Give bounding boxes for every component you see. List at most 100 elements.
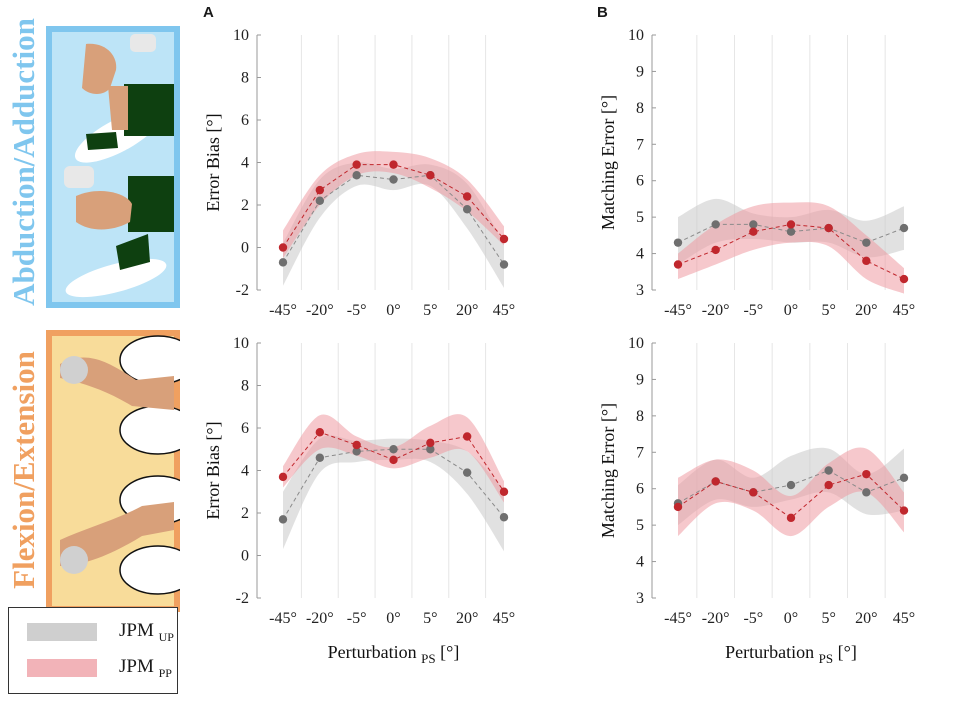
point-up	[278, 258, 288, 267]
y-tick-label: 7	[636, 444, 644, 461]
y-axis-title: Matching Error [°]	[598, 403, 618, 538]
point-up	[462, 205, 472, 214]
point-up	[389, 175, 398, 184]
x-tick-label: 45°	[493, 610, 515, 627]
x-tick-label: 20°	[855, 610, 877, 627]
point-pp	[462, 432, 472, 441]
point-pp	[899, 274, 909, 284]
point-pp	[315, 428, 325, 437]
x-tick-label: 20°	[456, 610, 478, 627]
x-axis-title: Perturbation PS [°]	[328, 642, 460, 666]
point-up	[786, 480, 796, 490]
point-pp	[786, 513, 796, 523]
y-tick-label: 6	[636, 481, 644, 498]
point-pp	[862, 256, 871, 266]
y-tick-label: 6	[241, 112, 249, 129]
panel-label-a: A	[203, 4, 214, 21]
legend-swatch-up	[27, 623, 97, 641]
point-pp	[711, 245, 720, 255]
x-tick-label: -20°	[702, 610, 730, 627]
point-pp	[278, 243, 288, 252]
point-pp	[749, 227, 758, 236]
point-pp	[673, 502, 683, 512]
x-tick-label: 0°	[784, 302, 798, 319]
chart-B-top: 3 4 5 6 7 8 9 10 -45° -20° -5° 0° 5° 20° 45° Matching E…	[598, 27, 915, 319]
point-up	[426, 445, 435, 454]
x-tick-label: -20°	[702, 302, 730, 319]
point-pp	[824, 480, 833, 490]
y-tick-label: 9	[636, 371, 644, 388]
y-tick-label: 6	[241, 420, 249, 437]
point-pp	[315, 185, 325, 195]
y-tick-label: 2	[241, 505, 249, 522]
y-axis-title: Matching Error [°]	[598, 95, 618, 230]
point-pp	[749, 488, 758, 497]
y-tick-label: 10	[628, 27, 644, 44]
band-pp	[678, 447, 904, 537]
point-up	[389, 445, 398, 454]
point-pp	[352, 440, 361, 450]
legend: JPM UP JPM PP	[8, 607, 178, 694]
point-up	[899, 223, 909, 233]
y-tick-label: 3	[636, 590, 644, 607]
chart-B-bottom: 3 4 5 6 7 8 9 10 -45° -20° -5° 0° 5° 20° 45° Matching E…	[598, 335, 915, 666]
point-pp	[499, 234, 509, 244]
point-pp	[426, 438, 435, 448]
point-pp	[426, 171, 435, 180]
point-up	[352, 171, 361, 180]
legend-label-up: JPM UP	[119, 620, 174, 644]
point-pp	[786, 220, 796, 229]
y-tick-label: 10	[628, 335, 644, 352]
x-tick-label: -45°	[664, 302, 692, 319]
legend-swatch-pp	[27, 659, 97, 677]
x-tick-label: 0°	[386, 610, 400, 627]
y-tick-label: 2	[241, 197, 249, 214]
y-tick-label: 4	[241, 463, 249, 480]
band-pp	[283, 151, 504, 259]
band-pp	[678, 202, 904, 294]
x-tick-label: 0°	[386, 302, 400, 319]
x-tick-label: -45°	[664, 610, 692, 627]
point-pp	[824, 223, 833, 233]
y-tick-label: 0	[241, 240, 249, 257]
x-tick-label: 20°	[855, 302, 877, 319]
x-tick-label: 5°	[821, 610, 835, 627]
point-up	[673, 238, 683, 247]
x-tick-label: -5°	[347, 302, 367, 319]
y-tick-label: 8	[241, 70, 249, 87]
point-up	[462, 468, 472, 477]
point-pp	[352, 160, 361, 169]
y-axis-title: Error Bias [°]	[203, 421, 223, 519]
x-tick-label: -45°	[269, 610, 297, 627]
x-tick-label: 5°	[821, 302, 835, 319]
y-tick-label: 8	[636, 408, 644, 425]
abduction-illustration	[46, 26, 180, 308]
x-tick-label: 45°	[893, 610, 915, 627]
x-tick-label: 0°	[784, 610, 798, 627]
point-up	[278, 515, 288, 524]
x-tick-label: -20°	[306, 302, 334, 319]
x-tick-label: 45°	[493, 302, 515, 319]
x-tick-label: -5°	[743, 302, 763, 319]
y-tick-label: 8	[636, 100, 644, 117]
point-pp	[389, 160, 398, 169]
y-tick-label: 4	[636, 246, 644, 263]
point-up	[499, 260, 509, 269]
chart-A-bottom: -2 0 2 4 6 8 10 -45° -20° -5° 0° 5° 20° 45° Error Bias…	[203, 335, 515, 666]
y-tick-label: 6	[636, 173, 644, 190]
point-pp	[278, 472, 288, 482]
x-tick-label: -45°	[269, 302, 297, 319]
point-up	[315, 453, 325, 462]
point-up	[749, 220, 758, 229]
point-up	[499, 513, 509, 522]
point-up	[352, 447, 361, 456]
y-tick-label: 5	[636, 209, 644, 226]
point-up	[899, 473, 909, 482]
y-axis-title: Error Bias [°]	[203, 113, 223, 211]
y-tick-label: 9	[636, 63, 644, 80]
band-up	[283, 435, 504, 552]
x-tick-label: 45°	[893, 302, 915, 319]
y-tick-label: 7	[636, 136, 644, 153]
y-tick-label: 4	[241, 155, 249, 172]
